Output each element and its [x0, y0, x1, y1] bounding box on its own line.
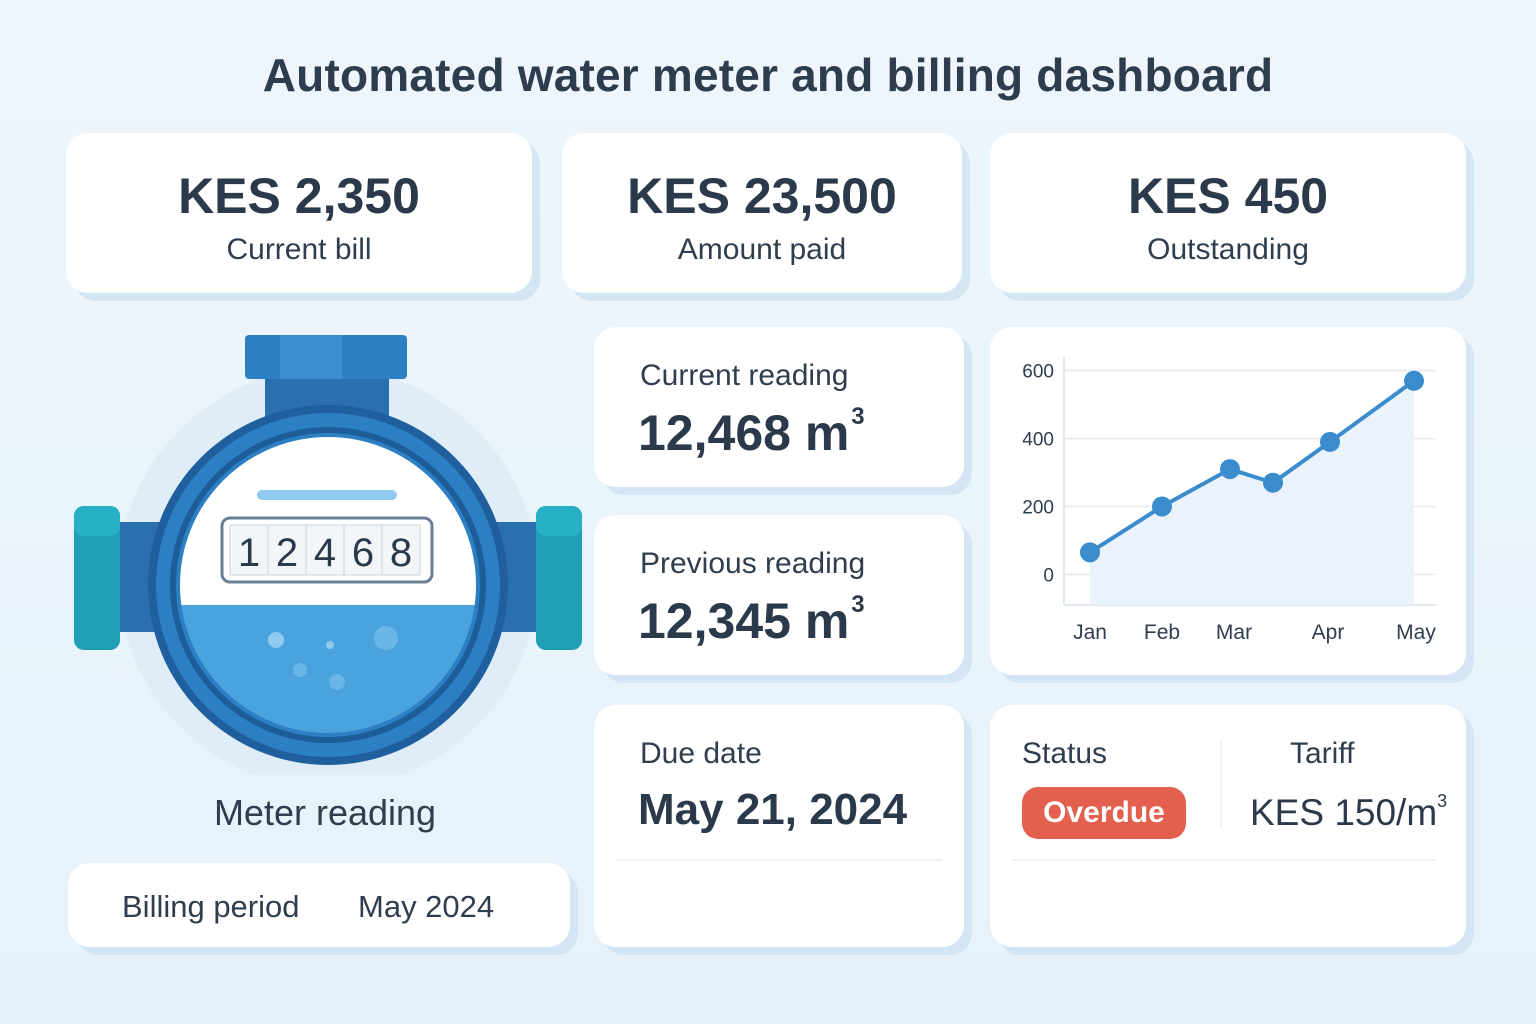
due-date-label: Due date [640, 737, 762, 770]
current-reading-value: 12,468 m3 [638, 403, 865, 461]
status-tariff-separator [1220, 739, 1222, 829]
previous-reading-value: 12,345 m3 [638, 591, 865, 649]
page-title: Automated water meter and billing dashbo… [262, 49, 1274, 101]
meter-digit: 4 [314, 531, 336, 575]
chart-data-point [1152, 496, 1172, 517]
chart-y-tick-label: 0 [1043, 565, 1054, 586]
meter-reading-caption: Meter reading [213, 792, 437, 833]
due-date-divider [616, 859, 942, 861]
usage-chart-card: 0 200 400 600 Jan Feb Mar Apr May [990, 327, 1466, 675]
meter-digit: 1 [238, 531, 260, 575]
amount-paid-value: KES 23,500 [627, 168, 897, 224]
outstanding-label: Outstanding [1147, 233, 1309, 266]
status-divider [1012, 859, 1436, 861]
meter-digit-cells [229, 524, 421, 576]
tariff-label: Tariff [1290, 737, 1355, 770]
chart-x-tick-label: Feb [1144, 621, 1180, 644]
chart-y-tick-label: 400 [1022, 430, 1054, 451]
current-reading-label: Current reading [640, 359, 849, 392]
amount-paid-label: Amount paid [677, 233, 847, 266]
due-date-value: May 21, 2024 [638, 785, 908, 834]
chart-data-point [1263, 472, 1283, 493]
billing-period-value: May 2024 [358, 889, 495, 924]
due-date-card: Due date May 21, 2024 [594, 705, 964, 947]
chart-data-point [1320, 431, 1340, 452]
previous-reading-label: Previous reading [640, 547, 866, 580]
billing-period-card: Billing period May 2024 [68, 863, 570, 947]
amount-paid-card: KES 23,500 Amount paid [562, 133, 962, 293]
chart-series-line [1088, 379, 1416, 555]
current-reading-card: Current reading 12,468 m3 [594, 327, 964, 487]
usage-line-chart: 0 200 400 600 Jan Feb Mar Apr May [1022, 357, 1436, 644]
tariff-value: KES 150/m3 [1250, 791, 1448, 833]
current-bill-card: KES 2,350 Current bill [66, 133, 532, 293]
previous-reading-card: Previous reading 12,345 m3 [594, 515, 964, 675]
chart-x-tick-label: Jan [1073, 621, 1107, 644]
meter-digit: 8 [390, 531, 412, 575]
chart-area [1090, 380, 1414, 605]
left-pipe-connector [74, 506, 120, 650]
status-label: Status [1022, 737, 1108, 770]
chart-x-tick-label: Mar [1216, 621, 1252, 644]
chart-x-tick-label: Apr [1312, 621, 1345, 644]
chart-data-point [1220, 459, 1240, 480]
chart-data-point [1080, 542, 1100, 563]
outstanding-card: KES 450 Outstanding [990, 133, 1466, 293]
chart-data-point [1404, 370, 1424, 391]
chart-y-tick-label: 200 [1022, 497, 1054, 518]
chart-x-tick-label: May [1396, 621, 1436, 644]
status-badge: Overdue [1022, 787, 1186, 839]
current-bill-label: Current bill [226, 233, 372, 266]
right-pipe-connector [536, 506, 582, 650]
chart-y-tick-label: 600 [1022, 362, 1054, 383]
status-tariff-card: Status Overdue Tariff KES 150/m3 [990, 705, 1466, 947]
current-bill-value: KES 2,350 [178, 168, 420, 224]
billing-period-label: Billing period [122, 889, 300, 924]
meter-digit: 2 [276, 531, 298, 575]
outstanding-value: KES 450 [1127, 168, 1329, 224]
meter-digit: 6 [352, 531, 374, 575]
water-meter-illustration: 1 2 4 6 8 [74, 335, 582, 775]
